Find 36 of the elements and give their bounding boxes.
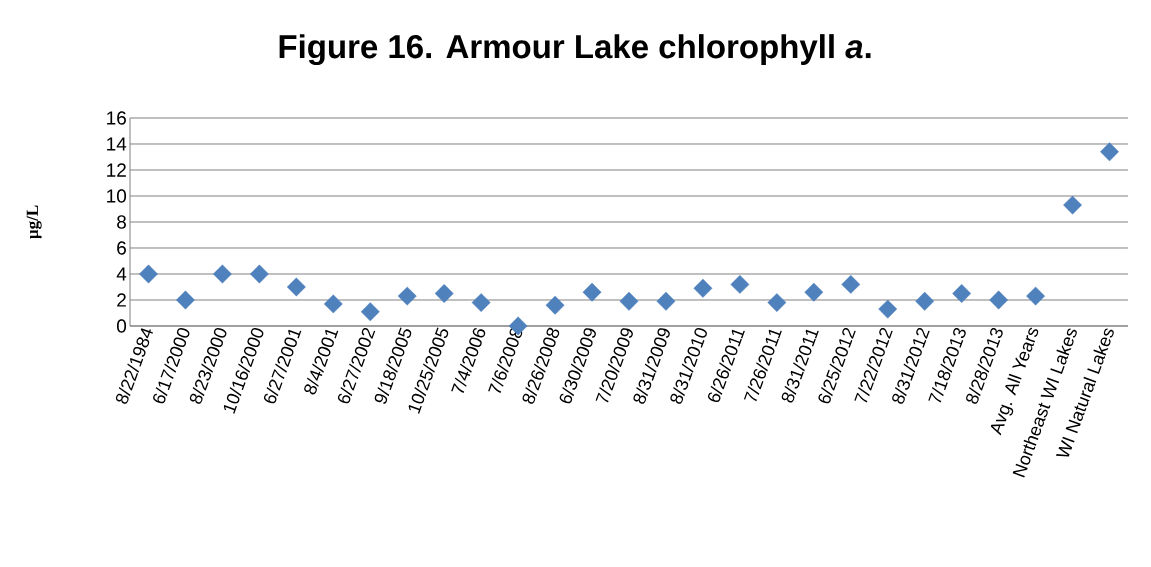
y-axis-title: µg/L [26, 205, 42, 239]
point [730, 275, 750, 294]
y-tick-label: 8 [117, 215, 126, 229]
point [693, 278, 713, 298]
point [471, 293, 491, 312]
point [989, 290, 1009, 310]
point [878, 299, 898, 319]
point [360, 302, 380, 322]
chart-title: Figure 16. Armour Lake chlorophyll a. [279, 34, 871, 66]
point [1063, 195, 1082, 215]
y-tick-label: 14 [107, 137, 127, 151]
point [804, 282, 824, 302]
y-tick-label: 12 [107, 163, 126, 177]
point [656, 291, 676, 311]
y-tick-label: 4 [116, 267, 127, 281]
y-tick-label: 6 [117, 241, 126, 255]
point [176, 290, 195, 310]
point [286, 277, 306, 297]
point [249, 264, 269, 284]
point [545, 295, 565, 315]
point [139, 264, 158, 284]
point [397, 286, 417, 306]
point [767, 293, 787, 312]
point [323, 294, 343, 314]
y-tick-label: 10 [107, 189, 127, 203]
point [434, 284, 454, 303]
point [952, 284, 972, 303]
point [582, 282, 602, 302]
point [915, 291, 935, 311]
y-tick-label: 16 [107, 111, 126, 125]
y-tick-label: 2 [117, 293, 126, 307]
point [1026, 286, 1045, 306]
point [1100, 142, 1119, 162]
point [619, 291, 639, 311]
point [213, 264, 232, 284]
point [841, 275, 861, 294]
